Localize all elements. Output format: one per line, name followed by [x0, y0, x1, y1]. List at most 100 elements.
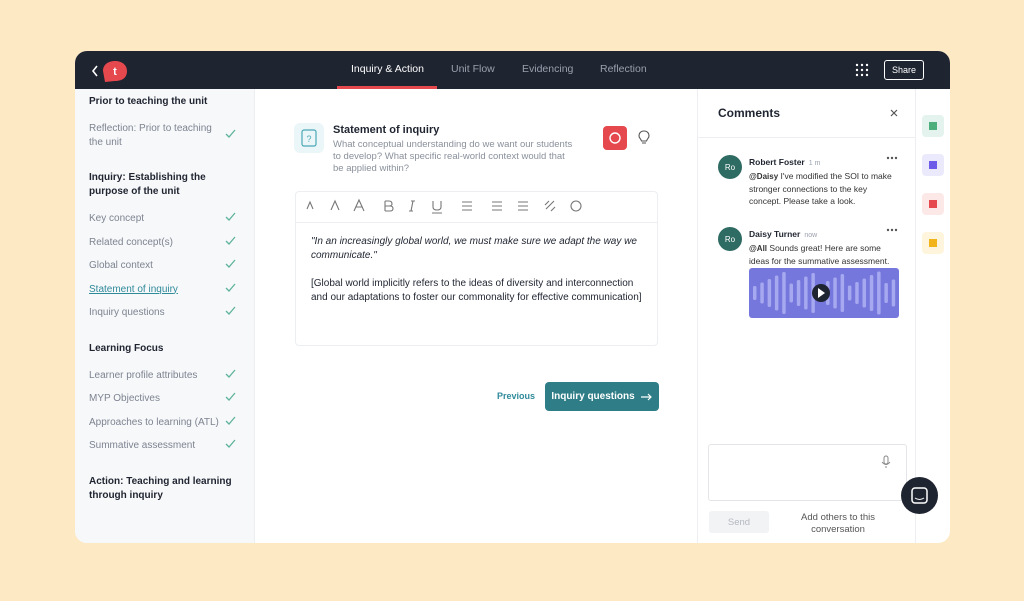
toolbar-divider	[296, 222, 657, 223]
comment-author: Robert Foster	[749, 157, 805, 167]
wave-bar	[796, 280, 801, 306]
sidebar-section-title: Prior to teaching the unit	[89, 96, 208, 107]
sidebar-items: Reflection: Prior to teaching the unit	[89, 122, 240, 149]
next-button-label: Inquiry questions	[551, 391, 635, 402]
add-others-link[interactable]: Add others to this conversation	[801, 512, 875, 535]
editor-quote: "In an increasingly global world, we mus…	[311, 236, 637, 261]
more-icon[interactable]	[886, 151, 898, 163]
sidebar-item-label: Statement of inquiry	[89, 283, 178, 295]
editor[interactable]: "In an increasingly global world, we mus…	[295, 191, 658, 346]
sidebar-section-title: Action: Teaching and learning through in…	[89, 475, 232, 501]
comment-author: Daisy Turner	[749, 229, 801, 239]
idea-icon[interactable]	[637, 129, 651, 147]
wave-bar	[767, 279, 772, 307]
tool-icon[interactable]	[922, 154, 944, 176]
close-icon[interactable]	[890, 109, 898, 117]
comment-body: @Daisy I've modified the SOI to make str…	[749, 170, 899, 207]
more-icon[interactable]	[886, 223, 898, 235]
sidebar-item[interactable]: Key concept	[89, 212, 240, 226]
avatar: Ro	[718, 155, 742, 179]
nav-tab[interactable]: Reflection	[600, 63, 647, 75]
apps-icon[interactable]	[855, 63, 869, 77]
section-title: Statement of inquiry	[333, 124, 440, 136]
wave-bar	[833, 277, 837, 309]
sidebar-item[interactable]: Global context	[89, 259, 240, 273]
logo[interactable]: t	[89, 58, 133, 84]
send-button[interactable]: Send	[709, 511, 769, 533]
sidebar-item[interactable]: Statement of inquiry	[89, 283, 240, 297]
wave-bar	[884, 283, 888, 303]
comment-time: 1 m	[808, 160, 821, 167]
sidebar-item[interactable]: Approaches to learning (ATL)	[89, 416, 240, 430]
wave-bar	[840, 274, 845, 312]
logo-text: t	[113, 66, 117, 78]
sidebar-item-label: Related concept(s)	[89, 236, 173, 248]
wave-bar	[760, 282, 764, 304]
sidebar-item-label: Reflection: Prior to teaching the unit	[89, 123, 212, 148]
comment-time: now	[804, 232, 818, 239]
play-icon	[818, 288, 825, 298]
sidebar-item-label: Approaches to learning (ATL)	[89, 416, 219, 428]
tool-icon[interactable]	[922, 115, 944, 137]
sidebar-item[interactable]: Inquiry questions	[89, 306, 240, 320]
main-panel: ? Statement of inquiry What conceptual u…	[255, 89, 697, 543]
check-icon	[225, 392, 236, 406]
sidebar-items: Key concept Related concept(s) Global cont…	[89, 212, 240, 320]
top-bar: t Inquiry & Action Unit Flow Evidencing …	[75, 51, 950, 89]
nav-tab[interactable]: Evidencing	[522, 63, 574, 75]
sidebar-item-label: MYP Objectives	[89, 393, 160, 404]
sidebar-item[interactable]: Learner profile attributes	[89, 369, 240, 383]
sidebar-section-title: Inquiry: Establishing the purpose of the…	[89, 172, 206, 197]
next-button[interactable]: Inquiry questions	[545, 382, 659, 411]
divider	[698, 137, 915, 138]
check-icon	[225, 416, 236, 430]
wave-bar	[789, 283, 793, 303]
sidebar-item[interactable]: Related concept(s)	[89, 236, 240, 250]
sidebar: Prior to teaching the unit Reflection: Pr…	[75, 89, 255, 543]
editor-toolbar	[306, 198, 582, 214]
comment-toggle[interactable]	[603, 126, 627, 150]
wave-bar	[869, 275, 874, 311]
sidebar-item-label: Summative assessment	[89, 440, 196, 451]
sidebar-item[interactable]: Reflection: Prior to teaching the unit	[89, 122, 240, 149]
tool-icon[interactable]	[922, 193, 944, 215]
check-icon	[225, 439, 236, 453]
comment-mention: @Daisy	[749, 172, 779, 181]
wave-bar	[753, 286, 757, 300]
wave-bar	[855, 282, 859, 304]
nav-tab[interactable]: Inquiry & Action	[351, 63, 424, 75]
sidebar-item[interactable]: MYP Objectives	[89, 392, 240, 406]
share-button[interactable]: Share	[884, 60, 924, 80]
editor-paragraph: [Global world implicitly refers to the i…	[311, 278, 642, 303]
audio-attachment[interactable]	[749, 268, 899, 318]
chat-launcher[interactable]	[901, 477, 938, 514]
previous-button[interactable]: Previous	[497, 391, 536, 401]
check-icon	[225, 306, 236, 320]
nav-tab[interactable]: Unit Flow	[451, 63, 495, 75]
wave-bar	[877, 271, 881, 315]
app-window: t Inquiry & Action Unit Flow Evidencing …	[75, 51, 950, 543]
avatar: Ro	[718, 227, 742, 251]
comment-input[interactable]	[708, 444, 907, 501]
wave-bar	[774, 275, 779, 311]
comment-text: Sounds great! Here are some ideas for th…	[749, 243, 890, 266]
check-icon	[225, 283, 236, 297]
wave-bar	[804, 276, 808, 310]
comment-text: I've modified the SOI to make stronger c…	[749, 171, 892, 206]
tool-icon[interactable]	[922, 232, 944, 254]
comment-header: Daisy Turner now	[749, 229, 817, 239]
sidebar-item-label: Inquiry questions	[89, 307, 165, 318]
check-icon	[225, 259, 236, 273]
question-icon: ?	[294, 123, 324, 153]
sidebar-item[interactable]: Summative assessment	[89, 439, 240, 453]
wave-bar	[782, 272, 786, 314]
sidebar-section-title: Learning Focus	[89, 342, 164, 354]
wave-bar	[891, 279, 896, 307]
comment-body: @All Sounds great! Here are some ideas f…	[749, 242, 899, 267]
comment-header: Robert Foster 1 m	[749, 157, 820, 167]
check-icon	[225, 369, 236, 383]
sidebar-item-label: Global context	[89, 260, 153, 271]
wave-bar	[847, 285, 852, 301]
comments-panel: Comments Send Add others to this convers…	[697, 89, 916, 543]
